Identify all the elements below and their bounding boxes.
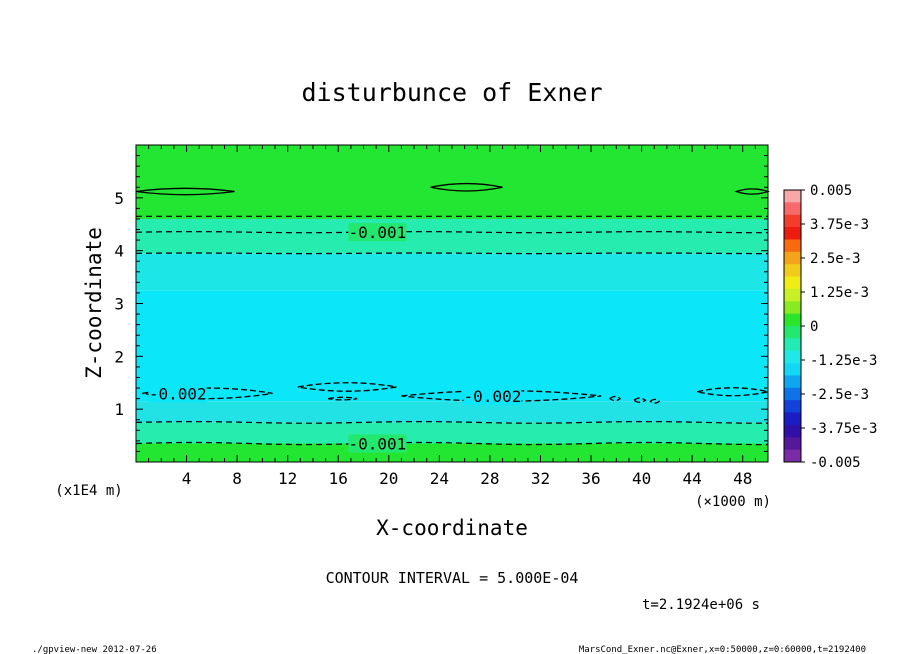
contour-fill xyxy=(136,145,768,462)
x-axis-label: X-coordinate xyxy=(376,516,528,540)
colorbar-swatch xyxy=(784,190,801,203)
colorbar-swatch xyxy=(784,301,801,315)
y-tick-label: 3 xyxy=(114,295,124,314)
colorbar-label: 0.005 xyxy=(810,183,852,199)
contour-band-1 xyxy=(136,422,768,444)
contour-label-bg xyxy=(148,384,207,403)
colorbar-swatch xyxy=(784,449,801,463)
colorbar-swatch xyxy=(784,214,801,228)
x-axis-unit: (×1000 m) xyxy=(695,494,771,510)
colorbar-swatch xyxy=(784,400,801,414)
y-axis: 1 2 3 4 5 xyxy=(114,144,768,463)
colorbar-swatch xyxy=(784,424,801,438)
x-tick-label: 28 xyxy=(480,469,499,488)
footer-left: ./gpview-new 2012-07-26 xyxy=(32,645,157,654)
colorbar-label: 1.25e-3 xyxy=(810,285,869,301)
y-tick-label: 2 xyxy=(114,347,124,366)
colorbar-label: 3.75e-3 xyxy=(810,217,869,233)
x-tick-label: 20 xyxy=(379,469,398,488)
contour-lens xyxy=(135,187,235,196)
y-axis-unit: (x1E4 m) xyxy=(55,483,122,499)
contour-label: -0.001 xyxy=(349,435,407,454)
contour-lens xyxy=(697,387,769,397)
colorbar-swatch xyxy=(784,350,801,364)
colorbar-swatch xyxy=(784,264,801,278)
contour-label: -0.001 xyxy=(349,223,407,242)
colorbar-label: -1.25e-3 xyxy=(810,353,877,369)
contour-lens xyxy=(632,397,647,403)
chart-title: disturbunce of Exner xyxy=(301,78,602,107)
contour-line xyxy=(135,252,768,255)
colorbar-swatch xyxy=(784,202,801,216)
contour-label-bg xyxy=(463,386,522,405)
contour-band-3 xyxy=(136,290,768,402)
contour-labels: -0.001 -0.002 -0.002 -0.001 xyxy=(148,223,522,454)
colorbar-swatch xyxy=(784,338,801,352)
contour-band-0 xyxy=(136,443,768,462)
colorbar-swatch xyxy=(784,437,801,451)
contour-lens xyxy=(608,395,622,402)
y-tick-label: 5 xyxy=(114,189,124,208)
colorbar-swatch xyxy=(784,276,801,290)
footer-right: MarsCond_Exner.nc@Exner,x=0:50000,z=0:60… xyxy=(579,645,866,654)
contour-line xyxy=(135,441,769,446)
contour-line xyxy=(135,421,769,424)
colorbar-label: -2.5e-3 xyxy=(810,387,869,403)
contour-lens xyxy=(649,398,661,404)
x-tick-label: 40 xyxy=(632,469,651,488)
y-axis-label: Z-coordinate xyxy=(82,227,106,379)
contour-lens xyxy=(297,382,397,392)
x-tick-label: 44 xyxy=(683,469,702,488)
colorbar-swatch xyxy=(784,313,801,327)
colorbar-swatch xyxy=(784,412,801,426)
contour-label: -0.002 xyxy=(149,384,207,403)
colorbar-swatch xyxy=(784,375,801,389)
colorbar-swatch xyxy=(784,251,801,265)
colorbar-label: -0.005 xyxy=(810,455,861,471)
colorbar-swatch xyxy=(784,363,801,376)
contour-band-2 xyxy=(136,401,768,423)
x-tick-label: 12 xyxy=(278,469,297,488)
contour-band-6 xyxy=(136,145,768,219)
x-axis: 4 8 12 16 20 24 28 32 36 40 44 48 xyxy=(135,145,769,488)
x-tick-label: 32 xyxy=(531,469,550,488)
x-tick-label: 8 xyxy=(232,469,242,488)
contour-label-bg xyxy=(348,434,407,453)
colorbar-swatch xyxy=(784,326,801,339)
contour-label: -0.002 xyxy=(464,387,522,406)
time-text: t=2.1924e+06 s xyxy=(642,597,760,613)
contour-band-4 xyxy=(136,253,768,291)
x-tick-label: 48 xyxy=(733,469,752,488)
colorbar-swatch xyxy=(784,239,801,253)
colorbar-swatch xyxy=(784,288,801,302)
colorbar: 0.005 3.75e-3 2.5e-3 1.25e-3 0 -1.25e-3 -2.5e-… xyxy=(783,183,877,471)
colorbar-label: -3.75e-3 xyxy=(810,421,877,437)
contour-interval-text: CONTOUR INTERVAL = 5.000E-04 xyxy=(326,569,579,587)
x-tick-label: 16 xyxy=(329,469,348,488)
y-tick-label: 1 xyxy=(114,400,124,419)
contour-lens xyxy=(430,182,503,192)
contour-line xyxy=(135,231,768,234)
contour-label-bg xyxy=(348,223,407,242)
plot-area: -0.001-0.002 -0.002-0.001 4 8 12 16 20 24 28 32 3… xyxy=(114,144,771,488)
colorbar-swatch xyxy=(784,387,801,401)
contour-band-5 xyxy=(136,218,768,254)
colorbar-label: 2.5e-3 xyxy=(810,251,861,267)
x-tick-label: 24 xyxy=(430,469,449,488)
contour-lens xyxy=(328,396,358,401)
y-tick-label: 4 xyxy=(114,242,124,261)
x-tick-label: 4 xyxy=(182,469,192,488)
colorbar-label: 0 xyxy=(810,319,818,335)
colorbar-swatch xyxy=(784,227,801,240)
x-tick-label: 36 xyxy=(581,469,600,488)
